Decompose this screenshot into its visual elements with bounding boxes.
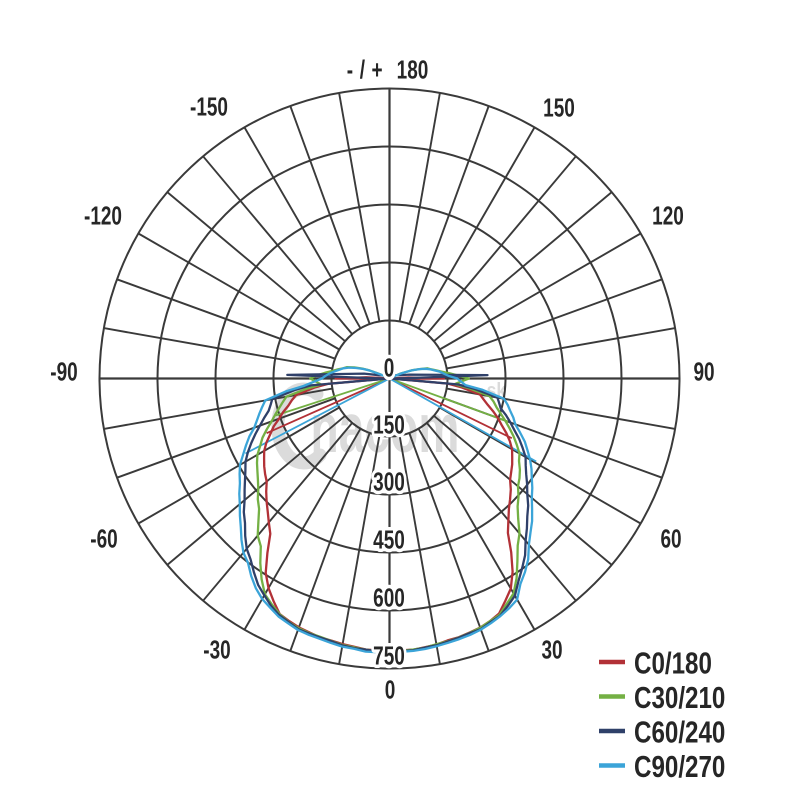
svg-text:30: 30 bbox=[541, 635, 562, 665]
svg-text:-/+: -/+ bbox=[347, 55, 389, 85]
svg-text:600: 600 bbox=[373, 583, 405, 613]
svg-text:90: 90 bbox=[693, 357, 714, 387]
svg-text:C60/240: C60/240 bbox=[634, 714, 725, 749]
svg-text:180: 180 bbox=[397, 55, 429, 85]
svg-text:-150: -150 bbox=[190, 92, 228, 122]
svg-text:C90/270: C90/270 bbox=[634, 749, 725, 784]
svg-text:150: 150 bbox=[373, 410, 405, 440]
svg-text:-120: -120 bbox=[84, 201, 122, 231]
svg-text:300: 300 bbox=[373, 467, 405, 497]
svg-text:60: 60 bbox=[660, 524, 681, 554]
svg-text:-60: -60 bbox=[90, 524, 117, 554]
svg-text:450: 450 bbox=[373, 525, 405, 555]
svg-text:150: 150 bbox=[543, 93, 575, 123]
svg-text:0: 0 bbox=[385, 675, 396, 705]
svg-text:120: 120 bbox=[652, 201, 684, 231]
svg-text:-90: -90 bbox=[50, 357, 77, 387]
svg-text:750: 750 bbox=[373, 641, 405, 671]
svg-text:C0/180: C0/180 bbox=[634, 645, 712, 680]
svg-text:-30: -30 bbox=[203, 635, 230, 665]
svg-text:C30/210: C30/210 bbox=[634, 680, 725, 715]
svg-text:0: 0 bbox=[384, 353, 395, 383]
